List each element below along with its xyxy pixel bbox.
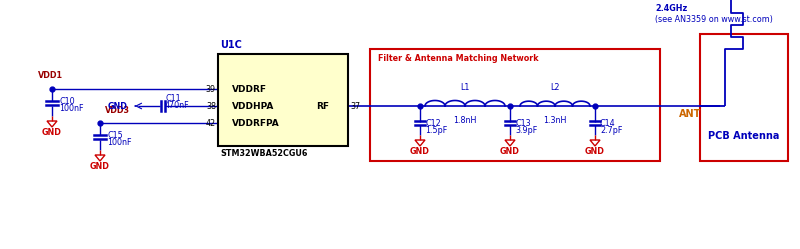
Text: 2.4GHz: 2.4GHz bbox=[655, 4, 687, 13]
Text: GND: GND bbox=[42, 128, 62, 137]
Text: GND: GND bbox=[500, 147, 520, 156]
Text: 1.8nH: 1.8nH bbox=[454, 116, 477, 125]
Text: RF: RF bbox=[316, 102, 329, 111]
Text: C12: C12 bbox=[425, 119, 441, 127]
Text: VDD1: VDD1 bbox=[38, 71, 62, 80]
Text: C10: C10 bbox=[59, 97, 74, 106]
Text: 100nF: 100nF bbox=[107, 137, 131, 146]
Text: 470nF: 470nF bbox=[165, 101, 190, 110]
Text: VDDHPA: VDDHPA bbox=[232, 102, 274, 111]
Bar bbox=[700, 34, 788, 161]
Text: L2: L2 bbox=[550, 83, 560, 92]
Text: 1.3nH: 1.3nH bbox=[543, 116, 566, 125]
Text: 3.9pF: 3.9pF bbox=[515, 125, 538, 134]
Text: GND: GND bbox=[108, 102, 128, 111]
Text: 1.5pF: 1.5pF bbox=[425, 125, 447, 134]
Text: 2.7pF: 2.7pF bbox=[600, 125, 622, 134]
Text: STM32WBA52CGU6: STM32WBA52CGU6 bbox=[220, 149, 307, 158]
Text: PCB Antenna: PCB Antenna bbox=[708, 131, 780, 141]
Text: VDDRFPA: VDDRFPA bbox=[232, 119, 280, 127]
Text: GND: GND bbox=[410, 147, 430, 156]
Text: C14: C14 bbox=[600, 119, 616, 127]
Text: VDD3: VDD3 bbox=[105, 106, 130, 115]
Bar bbox=[218, 54, 348, 146]
Text: Meander Antenna: Meander Antenna bbox=[655, 0, 736, 2]
Text: 37: 37 bbox=[350, 102, 360, 111]
Text: L1: L1 bbox=[460, 83, 470, 92]
Text: ANT: ANT bbox=[679, 109, 701, 119]
Text: 38: 38 bbox=[206, 102, 216, 111]
Text: (see AN3359 on www.st.com): (see AN3359 on www.st.com) bbox=[655, 15, 773, 24]
Text: C13: C13 bbox=[515, 119, 530, 127]
Text: 42: 42 bbox=[206, 119, 216, 127]
Text: C11: C11 bbox=[165, 94, 181, 103]
Text: GND: GND bbox=[585, 147, 605, 156]
Text: 100nF: 100nF bbox=[59, 104, 83, 113]
Text: C15: C15 bbox=[107, 130, 122, 139]
Text: U1C: U1C bbox=[220, 40, 242, 50]
Text: Filter & Antenna Matching Network: Filter & Antenna Matching Network bbox=[378, 54, 538, 63]
Text: VDDRF: VDDRF bbox=[232, 84, 267, 94]
Bar bbox=[370, 49, 660, 161]
Text: GND: GND bbox=[90, 162, 110, 171]
Text: 39: 39 bbox=[206, 84, 216, 94]
